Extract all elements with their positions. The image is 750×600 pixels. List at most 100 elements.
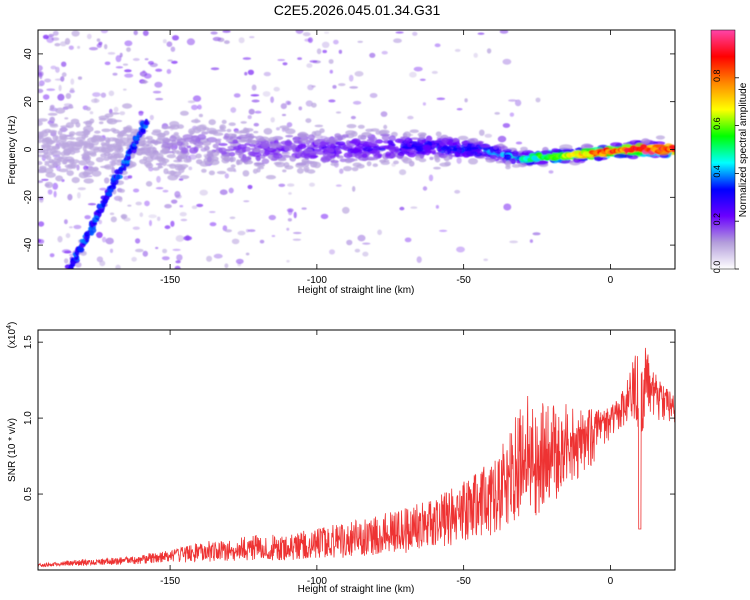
spectrogram-blob xyxy=(248,108,255,115)
spectrogram-blob xyxy=(265,175,276,180)
spectrogram-blob xyxy=(201,131,209,135)
spectrogram-blob xyxy=(139,212,144,217)
spectrogram-blob xyxy=(341,134,349,138)
spectrogram-blob xyxy=(110,127,117,132)
spectrogram-blob xyxy=(301,158,310,163)
spectrogram-blob xyxy=(49,253,55,258)
spectrogram-blob xyxy=(515,141,523,145)
spectrogram-blob xyxy=(307,134,315,141)
spectrogram-blob xyxy=(393,160,399,165)
snr-y-label: SNR (10 * v/v) xyxy=(7,418,18,482)
spectrogram-blob xyxy=(164,204,172,209)
spectrogram-blob xyxy=(218,143,228,146)
spectrogram-blob xyxy=(135,248,144,253)
spectrogram-blob xyxy=(260,142,270,149)
spectrogram-blob xyxy=(162,160,167,167)
spectrogram-blob xyxy=(70,87,75,92)
spectrogram-blob xyxy=(354,71,364,77)
spectrogram-blob xyxy=(478,141,484,146)
spectrogram-blob xyxy=(100,92,107,98)
spectrogram-blob xyxy=(204,145,210,151)
spectrogram-blob xyxy=(335,184,342,187)
spectrogram-blob xyxy=(245,139,257,144)
spectrogram-blob xyxy=(295,162,307,166)
spectrogram-blob xyxy=(85,106,91,111)
spectrogram-blob xyxy=(75,131,86,137)
spectrogram-x-label: Height of straight line (km) xyxy=(298,285,415,296)
spectrogram-blob xyxy=(122,63,129,66)
spectrogram-blob xyxy=(68,45,74,50)
spectrogram-blob xyxy=(75,262,82,268)
spectrogram-x-tick-label: -100 xyxy=(307,275,327,286)
spectrogram-blob xyxy=(433,153,440,161)
spectrogram-blob xyxy=(322,49,328,54)
spectrogram-blob xyxy=(161,256,170,261)
spectrogram-blob xyxy=(436,97,446,101)
spectrogram-blob xyxy=(123,128,127,135)
spectrogram-blob xyxy=(393,38,402,43)
spectrogram-blob xyxy=(463,140,468,147)
spectrogram-blob xyxy=(96,43,102,48)
spectrogram-blob xyxy=(164,225,171,230)
spectrogram-blob xyxy=(349,140,358,144)
spectrogram-blob xyxy=(270,117,275,123)
snr-series-line xyxy=(38,347,675,568)
spectrogram-blob xyxy=(263,128,273,135)
spectrogram-blob xyxy=(166,69,172,74)
spectrogram-blob xyxy=(284,144,293,151)
spectrogram-blob xyxy=(503,203,512,211)
spectrogram-blob xyxy=(378,147,386,151)
spectrogram-blob xyxy=(548,170,554,174)
spectrogram-blob xyxy=(250,94,260,97)
spectrogram-blob xyxy=(230,164,236,168)
colorbar-tick-label: 0.2 xyxy=(712,213,722,226)
spectrogram-blob xyxy=(434,43,441,48)
spectrogram-blob xyxy=(339,168,344,174)
spectrogram-blob xyxy=(38,169,47,174)
spectrogram-blob xyxy=(144,161,152,167)
spectrogram-blob xyxy=(143,120,150,126)
spectrogram-blob xyxy=(59,127,68,132)
spectrogram-blob xyxy=(296,167,304,174)
spectrogram-blob xyxy=(485,158,496,163)
spectrogram-blob xyxy=(213,253,223,259)
spectrogram-blob xyxy=(457,135,469,141)
spectrogram-blob xyxy=(640,144,648,149)
spectrogram-blob xyxy=(529,239,534,243)
spectrogram-blob xyxy=(58,84,62,92)
spectrogram-blob xyxy=(287,183,295,187)
spectrogram-blob xyxy=(300,151,311,159)
spectrogram-blob xyxy=(55,66,60,73)
spectrogram-blob xyxy=(73,256,79,261)
spectrogram-blob xyxy=(176,254,183,261)
spectrogram-blob xyxy=(297,57,302,60)
spectrogram-blob xyxy=(82,171,89,176)
snr-y-tick-label: 0.5 xyxy=(23,487,34,501)
spectrogram-blob xyxy=(330,160,339,163)
spectrogram-blob xyxy=(191,205,198,210)
spectrogram-blob xyxy=(307,155,319,158)
spectrogram-blob xyxy=(66,170,74,177)
spectrogram-blob xyxy=(377,229,382,236)
spectrogram-blob xyxy=(62,106,74,109)
spectrogram-blob xyxy=(100,142,107,146)
spectrogram-blob xyxy=(208,170,215,176)
spectrogram-blob xyxy=(410,206,418,209)
spectrogram-blob xyxy=(179,212,187,217)
spectrogram-blob xyxy=(64,117,69,120)
spectrogram-blob xyxy=(247,69,254,76)
spectrogram-blob xyxy=(243,200,250,203)
spectrogram-blob xyxy=(473,142,479,145)
spectrogram-blob xyxy=(133,188,140,193)
spectrogram-blob xyxy=(332,85,337,89)
spectrogram-blob xyxy=(253,122,259,127)
spectrogram-blob xyxy=(135,238,141,244)
spectrogram-blob xyxy=(410,137,420,140)
spectrogram-blob xyxy=(62,158,68,165)
spectrogram-blob xyxy=(240,157,249,163)
spectrogram-x-tick-label: -150 xyxy=(160,275,180,286)
spectrogram-blob xyxy=(83,178,94,184)
spectrogram-blob xyxy=(100,165,111,169)
spectrogram-blob xyxy=(105,237,114,245)
spectrogram-blob xyxy=(157,216,161,222)
